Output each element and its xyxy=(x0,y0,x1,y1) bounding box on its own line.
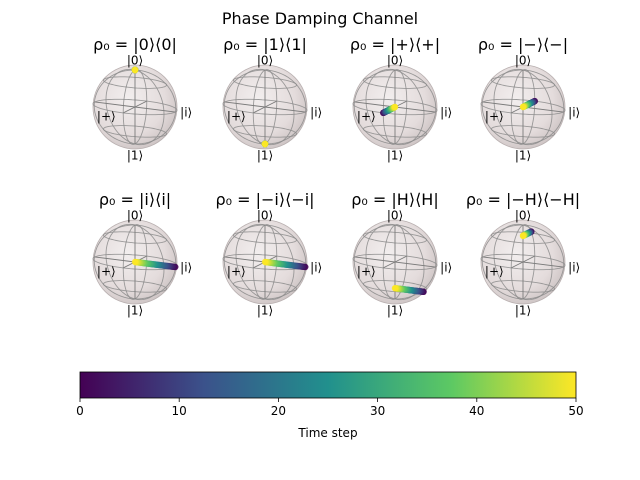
colorbar-gradient xyxy=(80,372,576,398)
north-pole-label: |0⟩ xyxy=(127,54,143,68)
figure-title: Phase Damping Channel xyxy=(222,9,418,28)
longitude-line xyxy=(353,224,437,300)
sphere-panel: ρ₀ = |H⟩⟨H||0⟩ |1⟩ |+⟩ |i⟩ xyxy=(351,190,452,317)
sphere-panel: ρ₀ = |i⟩⟨i||0⟩ |1⟩ |+⟩ |i⟩ xyxy=(92,190,192,317)
longitude-line xyxy=(481,69,565,145)
y-axis-label: |i⟩ xyxy=(180,261,192,275)
trajectory-point xyxy=(391,103,399,111)
colorbar-frame xyxy=(79,371,577,399)
north-pole-label: |0⟩ xyxy=(387,209,403,223)
sphere-panel: ρ₀ = |−⟩⟨−||0⟩ |1⟩ |+⟩ |i⟩ xyxy=(478,35,580,162)
south-pole-label: |1⟩ xyxy=(515,148,531,162)
longitude-line xyxy=(481,224,565,300)
sphere-panels: ρ₀ = |0⟩⟨0||0⟩|1⟩|+⟩ |i⟩ρ₀ = |1⟩⟨1||0⟩|1⟩… xyxy=(92,35,580,317)
trajectory-point xyxy=(391,285,399,292)
subplot-title: ρ₀ = |0⟩⟨0| xyxy=(93,35,177,54)
north-pole-label: |0⟩ xyxy=(515,209,531,223)
x-axis-label: |+⟩ xyxy=(485,109,504,123)
trajectory-point xyxy=(131,66,139,74)
longitude-line xyxy=(223,224,307,300)
south-pole-label: |1⟩ xyxy=(257,148,273,162)
colorbar-tick-label: 10 xyxy=(172,404,187,418)
south-pole-label: |1⟩ xyxy=(127,303,143,317)
x-axis-label: |+⟩ xyxy=(357,264,376,278)
north-pole-label: |0⟩ xyxy=(515,54,531,68)
x-axis-label: |+⟩ xyxy=(357,109,376,123)
sphere-panel: ρ₀ = |−i⟩⟨−i||0⟩ |1⟩ |+⟩ |i⟩ xyxy=(215,190,322,317)
colorbar-tick-label: 20 xyxy=(271,404,286,418)
sphere-panel: ρ₀ = |0⟩⟨0||0⟩ |1⟩ |+⟩ |i⟩ xyxy=(92,35,192,162)
north-pole-label: |0⟩ xyxy=(257,54,273,68)
longitude-line xyxy=(93,69,177,145)
sphere-panel: ρ₀ = |+⟩⟨+||0⟩ |1⟩ |+⟩ |i⟩ xyxy=(350,35,452,162)
y-axis-label: |i⟩ xyxy=(440,106,452,120)
subplot-title: ρ₀ = |−⟩⟨−| xyxy=(478,35,568,54)
x-axis-label: |+⟩ xyxy=(485,264,504,278)
subplot-title: ρ₀ = |−H⟩⟨−H| xyxy=(466,190,580,209)
sphere-panel: ρ₀ = |−H⟩⟨−H||0⟩ |1⟩ |+⟩ |i⟩ xyxy=(466,190,580,317)
north-pole-label: |0⟩ xyxy=(257,209,273,223)
y-axis-label: |i⟩ xyxy=(440,261,452,275)
y-axis-label: |i⟩ xyxy=(310,106,322,120)
x-axis-label: |+⟩ xyxy=(227,109,246,123)
colorbar-ticks: 0 10 20 30 40 50 xyxy=(76,398,584,418)
x-axis-label: |+⟩ xyxy=(97,109,116,123)
south-pole-label: |1⟩ xyxy=(387,303,403,317)
trajectory-point xyxy=(261,258,269,266)
south-pole-label: |1⟩ xyxy=(515,303,531,317)
north-pole-label: |0⟩ xyxy=(127,209,143,223)
y-axis-label: |i⟩ xyxy=(568,261,580,275)
colorbar-tick-label: 30 xyxy=(370,404,385,418)
colorbar-tick-label: 0 xyxy=(76,404,84,418)
colorbar: 0 10 20 30 40 50 Time step xyxy=(76,371,584,440)
trajectory-point xyxy=(519,103,527,111)
sphere-panel: ρ₀ = |1⟩⟨1||0⟩ |1⟩ |+⟩ |i⟩ xyxy=(222,35,322,162)
longitude-line xyxy=(93,224,177,300)
subplot-title: ρ₀ = |i⟩⟨i| xyxy=(99,190,171,209)
x-axis-label: |+⟩ xyxy=(97,264,116,278)
north-pole-label: |0⟩ xyxy=(387,54,403,68)
y-axis-label: |i⟩ xyxy=(310,261,322,275)
south-pole-label: |1⟩ xyxy=(257,303,273,317)
trajectory-point xyxy=(261,140,269,148)
trajectory-point xyxy=(519,232,527,239)
subplot-title: ρ₀ = |+⟩⟨+| xyxy=(350,35,440,54)
x-axis-label: |+⟩ xyxy=(227,264,246,278)
longitude-line xyxy=(353,69,437,145)
subplot-title: ρ₀ = |−i⟩⟨−i| xyxy=(215,190,314,209)
south-pole-label: |1⟩ xyxy=(127,148,143,162)
trajectory-point xyxy=(131,258,139,266)
colorbar-label: Time step xyxy=(297,426,357,440)
colorbar-tick-label: 40 xyxy=(469,404,484,418)
subplot-title: ρ₀ = |1⟩⟨1| xyxy=(223,35,307,54)
south-pole-label: |1⟩ xyxy=(387,148,403,162)
y-axis-label: |i⟩ xyxy=(180,106,192,120)
y-axis-label: |i⟩ xyxy=(568,106,580,120)
colorbar-tick-label: 50 xyxy=(568,404,583,418)
subplot-title: ρ₀ = |H⟩⟨H| xyxy=(351,190,438,209)
